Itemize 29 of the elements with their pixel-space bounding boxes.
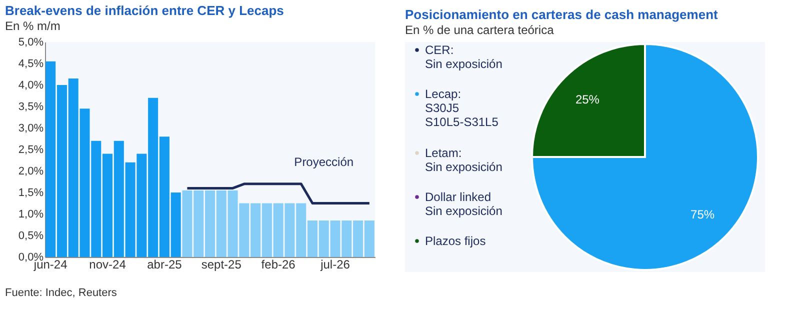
y-tick-label: 2,5% <box>18 144 44 156</box>
y-tick-label: 0,5% <box>18 230 44 242</box>
data-label: 75% <box>690 208 715 222</box>
chart-subtitle: En % de una cartera teórica <box>405 23 554 37</box>
x-tick-label: abr-25 <box>147 258 182 272</box>
chart-title: Break-evens de inflación entre CER y Lecaps <box>5 3 284 18</box>
y-tick-label: 1,5% <box>18 187 44 199</box>
x-tick-label: nov-24 <box>89 258 126 272</box>
legend-label: Plazos fijos <box>425 234 486 248</box>
legend-label: Dollar linked Sin exposición <box>425 190 502 218</box>
x-tick-label: feb-26 <box>261 258 296 272</box>
y-tick-label: 3,0% <box>18 122 44 134</box>
source-note: Fuente: Indec, Reuters <box>5 287 118 299</box>
chart-subtitle: En % m/m <box>5 19 60 33</box>
x-tick-label: jul-26 <box>320 258 350 272</box>
x-tick-label: sept-25 <box>201 258 242 272</box>
y-tick-label: 2,0% <box>18 166 44 178</box>
y-tick-label: 1,0% <box>18 208 44 220</box>
y-tick-label: 5,0% <box>18 36 44 48</box>
legend-label: Lecap: S30J5 S10L5-S31L5 <box>425 87 499 129</box>
data-label: 25% <box>575 92 600 106</box>
legend-label: Letam: Sin exposición <box>425 146 502 174</box>
y-tick-label: 0,0% <box>18 252 44 264</box>
y-tick-label: 3,5% <box>18 101 44 113</box>
legend-label: CER: Sin exposición <box>425 43 502 71</box>
y-tick-label: 4,0% <box>18 80 44 92</box>
y-tick-label: 4,5% <box>18 58 44 70</box>
chart-title: Posicionamiento en carteras de cash management <box>405 7 719 22</box>
series-label: Proyección <box>294 154 354 169</box>
